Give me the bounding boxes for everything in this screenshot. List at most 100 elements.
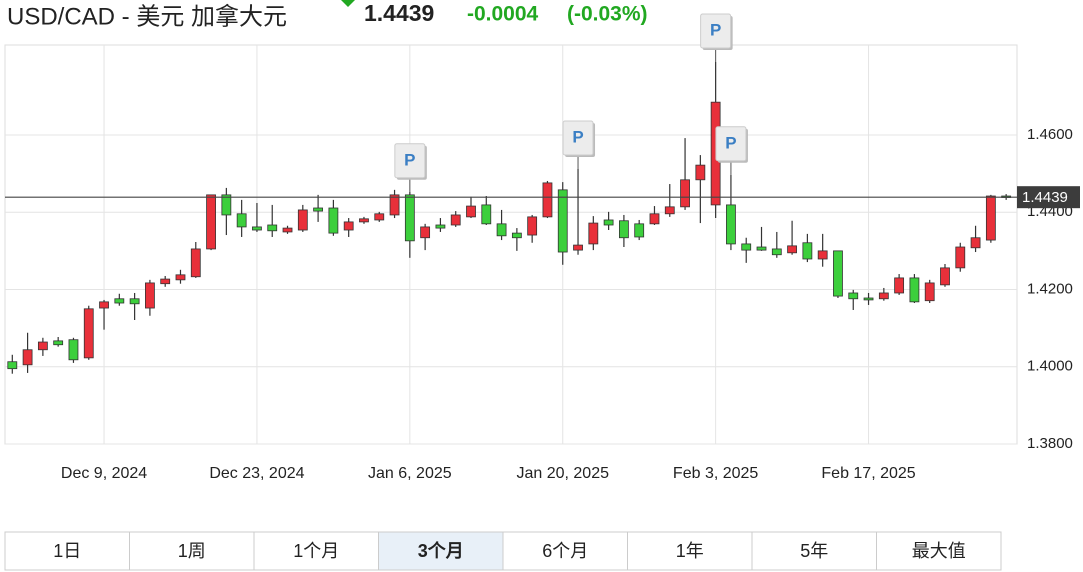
candle-body [129, 298, 140, 305]
candle-body [359, 218, 369, 223]
candle-body [83, 308, 94, 359]
last-price-tag [1017, 186, 1080, 209]
candle-body [175, 274, 186, 281]
candle-body [389, 194, 400, 216]
candle-body [37, 341, 48, 351]
candle-body [527, 216, 538, 236]
candle-body [863, 297, 874, 301]
range-button[interactable] [502, 531, 628, 571]
candle-body [664, 206, 675, 215]
range-button-label[interactable]: 最大值 [912, 541, 966, 561]
candle-body [511, 232, 522, 239]
x-tick-label: Dec 9, 2024 [61, 465, 147, 482]
candle-body [985, 195, 996, 241]
range-button-label[interactable]: 1年 [676, 541, 704, 561]
candle-body [328, 207, 339, 234]
candle-body [894, 277, 905, 294]
range-button[interactable] [378, 531, 504, 571]
y-tick-label: 1.4000 [1027, 358, 1073, 375]
candle-body [481, 204, 492, 225]
y-tick-label: 1.3800 [1027, 435, 1073, 452]
candle-body [267, 224, 278, 232]
candle-body [7, 361, 18, 370]
candle-body [756, 246, 767, 251]
down-arrow [341, 0, 355, 7]
marker-box [700, 13, 732, 49]
candle-body [955, 246, 966, 269]
candle-body [221, 194, 232, 216]
candle-body [160, 278, 171, 285]
candle-body [970, 237, 981, 249]
chart-title: USD/CAD - 美元 加拿大元 [7, 3, 287, 30]
candle-body [145, 282, 155, 309]
candle-body [833, 250, 843, 297]
range-button-label[interactable]: 1周 [178, 541, 206, 561]
price: 1.4439 [364, 0, 434, 26]
candle-body [603, 219, 614, 226]
y-tick-label: 1.4600 [1027, 126, 1073, 143]
candle-body [649, 213, 660, 225]
candle-body [297, 209, 308, 231]
candle-body [53, 340, 64, 346]
candle-body [848, 292, 859, 300]
candle-body [787, 245, 797, 254]
candle-body [236, 213, 247, 228]
range-button[interactable] [876, 531, 1002, 571]
range-button[interactable] [751, 531, 877, 571]
candle-body [114, 298, 125, 304]
candle-body [496, 223, 507, 237]
candle-body [22, 349, 33, 366]
marker-box [394, 143, 426, 179]
candle-body [206, 194, 216, 250]
range-button[interactable] [129, 531, 255, 571]
candle-body [726, 204, 736, 245]
candle-body [741, 243, 752, 251]
candle-body [619, 220, 629, 239]
candle-body [252, 226, 262, 231]
candle-body [680, 179, 690, 208]
marker-box [562, 120, 594, 156]
range-button-label[interactable]: 3个月 [418, 540, 464, 561]
candle-body [190, 248, 201, 278]
candle-body [771, 248, 782, 256]
x-tick-label: Jan 6, 2025 [368, 465, 452, 482]
last-price-label: 1.4439 [1022, 189, 1068, 206]
range-button-label[interactable]: 1个月 [293, 541, 339, 561]
range-button-label[interactable]: 6个月 [542, 541, 588, 561]
change: -0.0004 [467, 3, 539, 26]
change-percent: (-0.03%) [567, 3, 648, 26]
candle-body [924, 282, 935, 302]
candle-body [940, 267, 950, 286]
candle-body [282, 227, 293, 233]
marker-label: P [710, 20, 721, 39]
candle-body [404, 194, 415, 242]
candle-body [435, 224, 446, 229]
candle-body [68, 339, 79, 361]
range-button-label[interactable]: 1日 [53, 541, 81, 561]
x-tick-label: Feb 17, 2025 [821, 465, 915, 482]
candle-body [542, 182, 553, 218]
candle-body [588, 222, 599, 245]
x-tick-label: Jan 20, 2025 [516, 465, 609, 482]
marker-label: P [404, 150, 415, 169]
candle-body [695, 164, 706, 181]
marker-label: P [572, 127, 583, 146]
candle-body [909, 277, 920, 303]
candle-body [817, 250, 828, 260]
candle-body [573, 244, 583, 251]
candle-body [343, 221, 354, 231]
marker-label: P [725, 133, 736, 152]
candle-body [466, 205, 476, 218]
candle-body [420, 226, 431, 239]
x-tick-label: Feb 3, 2025 [673, 465, 759, 482]
candle-body [634, 223, 645, 238]
plot-area [4, 44, 1018, 445]
candle-body [802, 242, 813, 260]
candle-body [450, 214, 461, 226]
range-button-label[interactable]: 5年 [800, 541, 828, 561]
x-tick-label: Dec 23, 2024 [209, 465, 304, 482]
y-tick-label: 1.4200 [1027, 280, 1073, 297]
candle-body [313, 207, 324, 212]
